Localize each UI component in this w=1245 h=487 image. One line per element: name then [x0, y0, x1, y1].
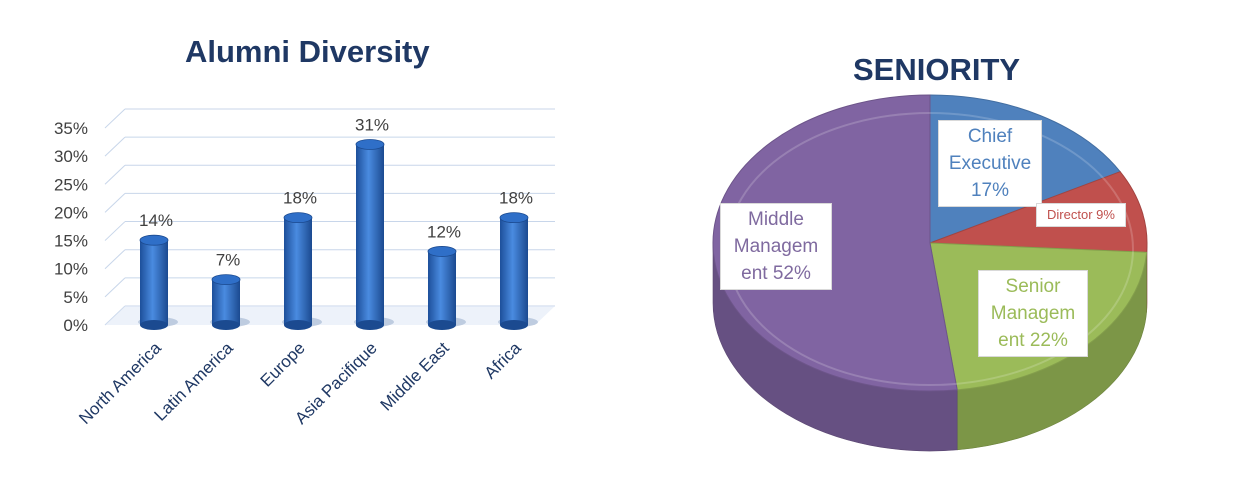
pie-label-line: Executive: [948, 153, 1032, 174]
data-label: 31%: [355, 115, 389, 134]
bar: [282, 212, 322, 330]
bar: [354, 139, 394, 330]
grid-diag: [104, 193, 126, 213]
data-label: 7%: [216, 251, 241, 270]
bar: [210, 274, 250, 330]
grid-diag: [104, 164, 126, 185]
bar-chart: 0% 5% 10% 15% 20% 25% 30% 35% 14% North America 7%…: [54, 108, 555, 428]
pie-label-chief-executive: Chief Executive 17%: [938, 120, 1042, 207]
y-tick-label: 35%: [54, 119, 88, 138]
pie-label-line: 17%: [970, 180, 1010, 201]
pie-label-line: Chief: [967, 126, 1013, 147]
data-label: 18%: [499, 189, 533, 208]
pie-label-line: Director 9%: [1047, 207, 1115, 222]
pie-label-line: Managem: [733, 236, 819, 257]
pie-label-line: Managem: [990, 303, 1076, 324]
grid-diag: [104, 221, 126, 241]
x-category-label: North America: [75, 338, 165, 428]
pie-label-line: Senior: [1005, 276, 1061, 297]
y-tick-label: 25%: [54, 175, 88, 194]
pie-label-middle-management: Middle Managem ent 52%: [720, 203, 832, 290]
bar: [426, 246, 466, 330]
grid-diag: [104, 249, 126, 270]
data-label: 12%: [427, 222, 461, 241]
x-category-label: Africa: [481, 338, 526, 383]
pie-label-senior-management: Senior Managem ent 22%: [978, 270, 1088, 357]
pie-chart-title: SENIORITY: [853, 52, 1021, 87]
pie-label-line: Middle: [748, 209, 804, 230]
x-category-label: Middle East: [377, 338, 453, 414]
x-category-label: Europe: [257, 338, 309, 390]
bar-chart-title: Alumni Diversity: [185, 34, 430, 69]
data-label: 18%: [283, 189, 317, 208]
y-tick-label: 10%: [54, 260, 88, 279]
pie-label-director: Director 9%: [1036, 203, 1126, 227]
y-tick-label: 30%: [54, 147, 88, 166]
pie-label-line: ent 52%: [741, 263, 811, 284]
y-tick-label: 15%: [54, 232, 88, 251]
grid-diag: [104, 108, 126, 129]
y-tick-label: 5%: [63, 288, 88, 307]
grid-diag: [104, 277, 126, 298]
y-tick-label: 0%: [63, 316, 88, 335]
grid-diag: [104, 136, 126, 157]
y-tick-label: 20%: [54, 203, 88, 222]
pie-label-line: ent 22%: [998, 330, 1068, 351]
data-label: 14%: [139, 211, 173, 230]
bar: [138, 234, 178, 330]
bar: [498, 212, 538, 330]
